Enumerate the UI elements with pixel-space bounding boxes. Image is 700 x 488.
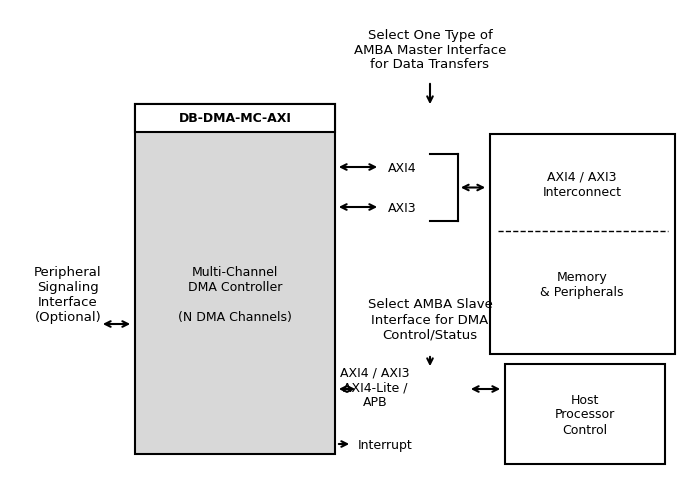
Text: AXI4 / AXI3
AXI4-Lite /
APB: AXI4 / AXI3 AXI4-Lite / APB bbox=[340, 366, 410, 408]
Bar bbox=[135, 105, 335, 133]
Text: Interrupt: Interrupt bbox=[358, 438, 413, 450]
Text: AXI4: AXI4 bbox=[388, 161, 416, 174]
Bar bbox=[505, 364, 665, 464]
Text: Memory
& Peripherals: Memory & Peripherals bbox=[540, 270, 624, 298]
Text: Multi-Channel
DMA Controller

(N DMA Channels): Multi-Channel DMA Controller (N DMA Chan… bbox=[178, 265, 292, 324]
Bar bbox=[135, 105, 335, 454]
Text: AXI4 / AXI3
Interconnect: AXI4 / AXI3 Interconnect bbox=[542, 171, 622, 199]
Bar bbox=[490, 135, 675, 354]
Text: Peripheral
Signaling
Interface
(Optional): Peripheral Signaling Interface (Optional… bbox=[34, 265, 102, 324]
Text: Select One Type of
AMBA Master Interface
for Data Transfers: Select One Type of AMBA Master Interface… bbox=[354, 28, 506, 71]
Text: Host
Processor
Control: Host Processor Control bbox=[555, 393, 615, 436]
Text: Select AMBA Slave
Interface for DMA
Control/Status: Select AMBA Slave Interface for DMA Cont… bbox=[368, 298, 492, 341]
Text: DB-DMA-MC-AXI: DB-DMA-MC-AXI bbox=[178, 112, 291, 125]
Text: AXI3: AXI3 bbox=[388, 201, 416, 214]
